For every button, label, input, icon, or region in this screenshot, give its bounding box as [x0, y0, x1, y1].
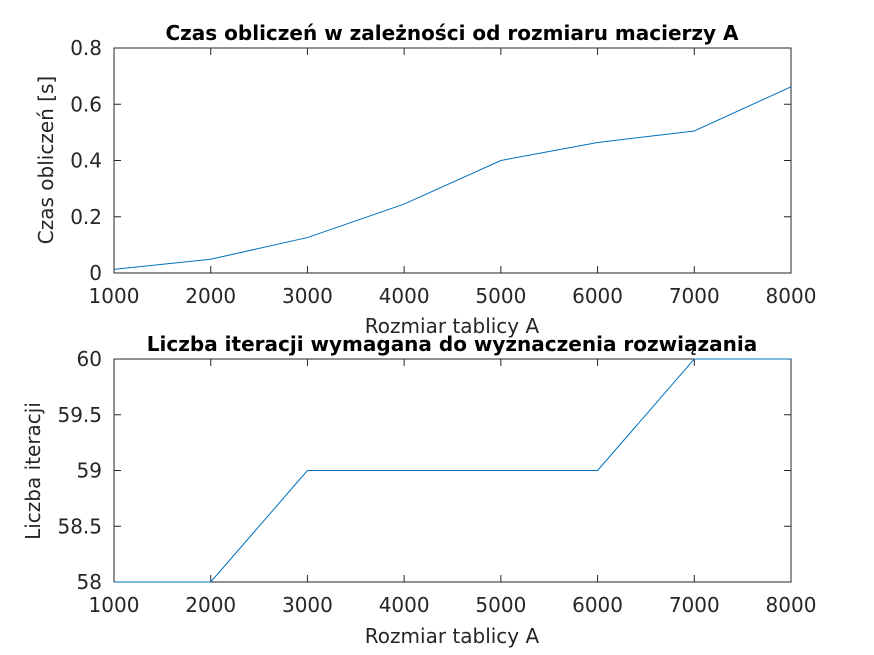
- y-tick-label: 59: [77, 459, 102, 483]
- x-tick-label: 2000: [185, 593, 236, 617]
- x-tick-label: 1000: [89, 593, 140, 617]
- x-tick-label: 3000: [282, 284, 333, 308]
- y-tick-label: 0.8: [70, 36, 102, 60]
- y-axis-label-2: Liczba iteracji: [21, 402, 45, 540]
- x-tick-label: 7000: [669, 593, 720, 617]
- y-tick-label: 58: [77, 570, 102, 594]
- tick-labels-1: 1000 2000 3000 4000 5000 6000 7000 8000 0 0.2 0.4 0…: [70, 36, 816, 308]
- axes-box-1: [113, 47, 792, 274]
- x-tick-label: 8000: [766, 593, 817, 617]
- y-tick-label: 0.4: [70, 149, 102, 173]
- x-tick-label: 1000: [89, 284, 140, 308]
- x-tick-label: 4000: [379, 284, 430, 308]
- chart-title-2: Liczba iteracji wymagana do wyznaczenia …: [147, 332, 757, 356]
- x-tick-label: 5000: [475, 284, 526, 308]
- x-tick-label: 5000: [475, 593, 526, 617]
- x-tick-label: 3000: [282, 593, 333, 617]
- x-tick-label: 2000: [185, 284, 236, 308]
- y-tick-label: 0: [89, 261, 102, 285]
- x-axis-label-1: Rozmiar tablicy A: [365, 314, 540, 338]
- y-tick-label: 60: [77, 347, 102, 371]
- x-tick-label: 6000: [572, 593, 623, 617]
- subplot-compute-time: 1000 2000 3000 4000 5000 6000 7000 8000 0 0.2 0.4 0…: [34, 21, 816, 338]
- x-tick-label: 4000: [379, 593, 430, 617]
- x-tick-label: 7000: [669, 284, 720, 308]
- ticks-2: [113, 358, 792, 583]
- x-tick-label: 6000: [572, 284, 623, 308]
- chart-title-1: Czas obliczeń w zależności od rozmiaru m…: [165, 21, 739, 45]
- series-line-compute-time: [113, 86, 792, 270]
- subplot-iterations: 1000 2000 3000 4000 5000 6000 7000 8000 58 58.5 59…: [21, 332, 816, 648]
- y-tick-label: 0.6: [70, 92, 102, 116]
- ticks-1: [113, 47, 792, 274]
- y-tick-label: 0.2: [70, 205, 102, 229]
- x-axis-label-2: Rozmiar tablicy A: [365, 624, 540, 648]
- y-tick-label: 58.5: [57, 514, 102, 538]
- y-axis-label-1: Czas obliczeń [s]: [34, 76, 58, 244]
- y-tick-label: 59.5: [57, 403, 102, 427]
- tick-labels-2: 1000 2000 3000 4000 5000 6000 7000 8000 58 58.5 59…: [57, 347, 816, 617]
- x-tick-label: 8000: [766, 284, 817, 308]
- series-line-iterations: [114, 358, 791, 583]
